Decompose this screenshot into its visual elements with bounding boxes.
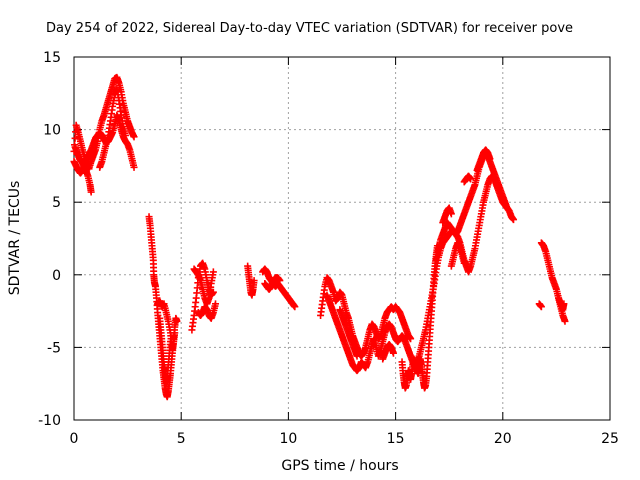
- data-point-marker: [389, 349, 397, 357]
- data-points: [70, 73, 569, 401]
- data-point-marker: [171, 329, 179, 337]
- x-axis-label: GPS time / hours: [281, 458, 398, 474]
- data-point-marker: [209, 288, 217, 296]
- data-point-marker: [130, 133, 138, 141]
- y-tick-label: 15: [43, 50, 61, 66]
- data-point-marker: [130, 163, 138, 171]
- data-point-marker: [447, 210, 455, 218]
- x-tick-label: 5: [177, 431, 186, 447]
- x-tick-label: 25: [601, 431, 619, 447]
- data-point-marker: [561, 317, 569, 325]
- x-tick-label: 20: [494, 431, 512, 447]
- chart-title: Day 254 of 2022, Sidereal Day-to-day VTE…: [46, 21, 573, 36]
- data-point-marker: [209, 268, 217, 276]
- y-tick-label: -10: [38, 413, 61, 429]
- data-point-marker: [510, 216, 518, 224]
- y-tick-labels: -10 -5 0 5 10 15: [38, 50, 61, 429]
- y-tick-label: -5: [47, 340, 61, 356]
- data-point-marker: [276, 277, 284, 285]
- data-point-marker: [503, 204, 511, 212]
- x-tick-labels: 0 5 10 15 20 25: [70, 431, 619, 447]
- data-point-marker: [166, 338, 174, 346]
- grid: [74, 57, 610, 420]
- data-point-marker: [486, 155, 494, 163]
- data-point-marker: [467, 175, 475, 183]
- data-point-marker: [173, 317, 181, 325]
- data-point-marker: [407, 335, 415, 343]
- y-axis-label: SDTVAR / TECUs: [7, 181, 23, 296]
- data-point-marker: [121, 131, 129, 139]
- plot-frame: [73, 56, 611, 421]
- data-point-marker: [212, 300, 220, 308]
- data-point-marker: [250, 277, 258, 285]
- data-point-marker: [460, 259, 468, 267]
- y-tick-label: 10: [43, 123, 61, 139]
- y-tick-label: 0: [52, 268, 61, 284]
- x-tick-label: 15: [387, 431, 405, 447]
- data-point-marker: [291, 303, 299, 311]
- y-tick-label: 5: [52, 195, 61, 211]
- x-tick-label: 10: [279, 431, 297, 447]
- data-point-marker: [560, 300, 568, 308]
- x-tick-label: 0: [70, 431, 79, 447]
- data-point-marker: [353, 352, 361, 360]
- data-point-marker: [87, 188, 95, 196]
- data-point-marker: [537, 303, 545, 311]
- axis-ticks: [73, 56, 611, 421]
